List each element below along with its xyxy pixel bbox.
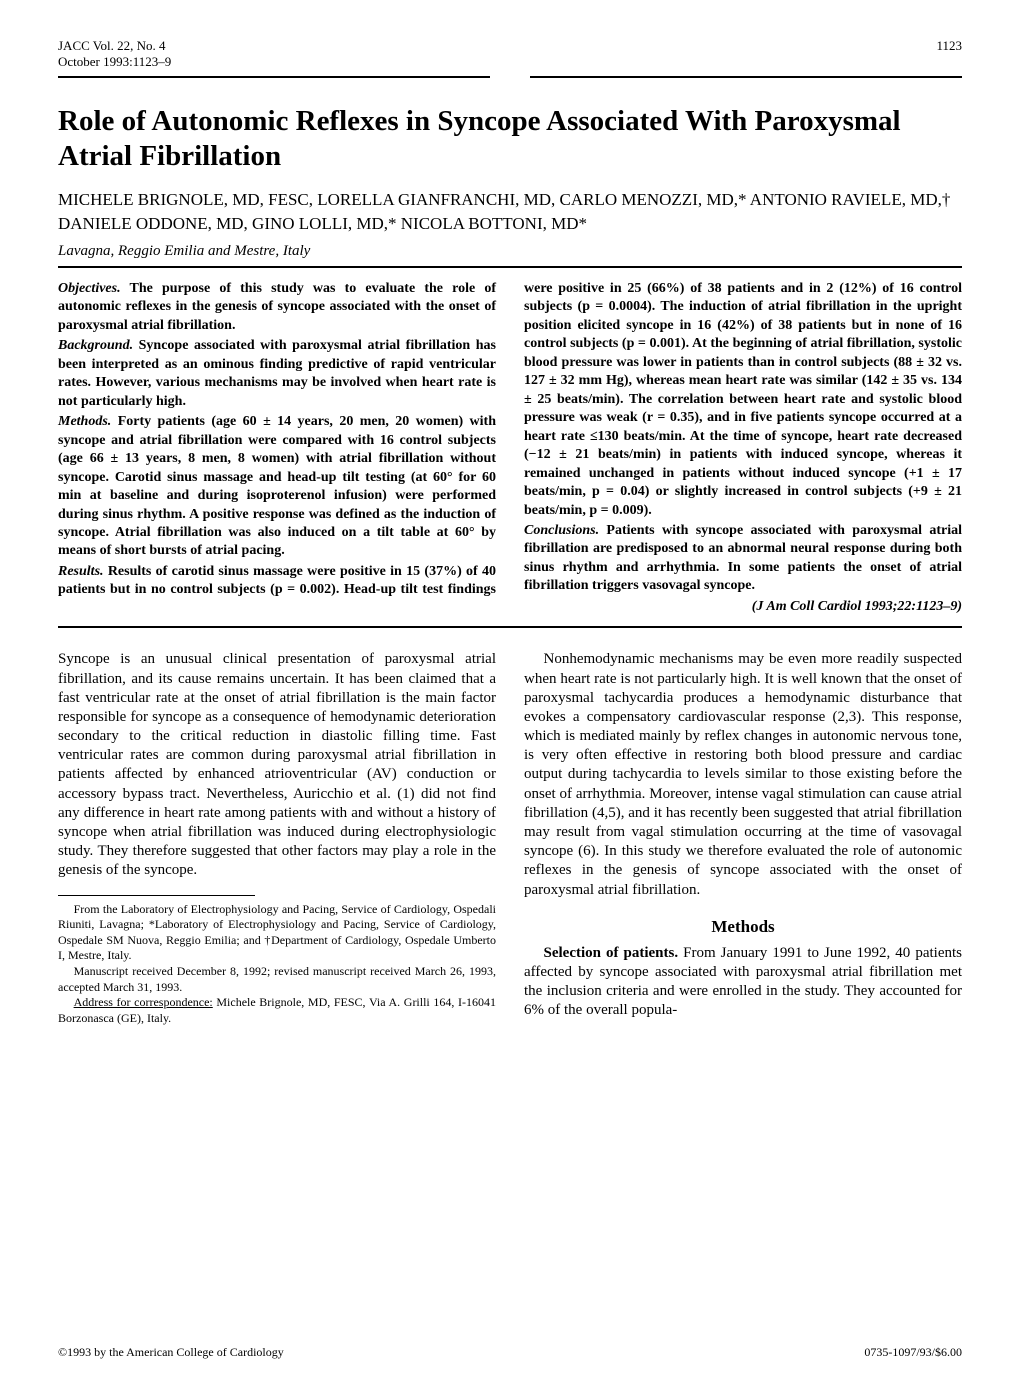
methods-heading: Methods bbox=[524, 916, 962, 938]
journal-vol: JACC Vol. 22, No. 4 bbox=[58, 38, 171, 54]
affiliation: Lavagna, Reggio Emilia and Mestre, Italy bbox=[58, 243, 962, 260]
abstract-conclusions: Conclusions. Patients with syncope assoc… bbox=[524, 522, 962, 596]
background-label: Background. bbox=[58, 338, 133, 353]
running-header: JACC Vol. 22, No. 4 October 1993:1123–9 … bbox=[58, 38, 962, 70]
footnote-dates: Manuscript received December 8, 1992; re… bbox=[58, 964, 496, 995]
objectives-text: The purpose of this study was to evaluat… bbox=[58, 281, 496, 333]
methods-para: Selection of patients. From January 1991… bbox=[524, 944, 962, 1021]
abstract-methods: Methods. Forty patients (age 60 ± 14 yea… bbox=[58, 413, 496, 561]
article-title: Role of Autonomic Reflexes in Syncope As… bbox=[58, 104, 962, 174]
abstract-background: Background. Syncope associated with paro… bbox=[58, 337, 496, 411]
results-label: Results. bbox=[58, 564, 104, 579]
abstract-box: Objectives. The purpose of this study wa… bbox=[58, 266, 962, 628]
abstract-citation: (J Am Coll Cardiol 1993;22:1123–9) bbox=[524, 598, 962, 616]
objectives-label: Objectives. bbox=[58, 281, 121, 296]
journal-date: October 1993:1123–9 bbox=[58, 54, 171, 70]
title-rule bbox=[58, 76, 962, 78]
methods-text: Forty patients (age 60 ± 14 years, 20 me… bbox=[58, 414, 496, 558]
author-list: MICHELE BRIGNOLE, MD, FESC, LORELLA GIAN… bbox=[58, 188, 962, 237]
header-left: JACC Vol. 22, No. 4 October 1993:1123–9 bbox=[58, 38, 171, 70]
footnote-address: Address for correspondence: Michele Brig… bbox=[58, 995, 496, 1026]
abstract-objectives: Objectives. The purpose of this study wa… bbox=[58, 280, 496, 335]
methods-runin: Selection of patients. bbox=[544, 945, 679, 961]
intro-para-1: Syncope is an unusual clinical presentat… bbox=[58, 650, 496, 880]
issn-price: 0735-1097/93/$6.00 bbox=[864, 1345, 962, 1360]
page-footer: ©1993 by the American College of Cardiol… bbox=[58, 1345, 962, 1360]
conclusions-label: Conclusions. bbox=[524, 523, 599, 538]
footnote-affil: From the Laboratory of Electrophysiology… bbox=[58, 902, 496, 964]
intro-para-2: Nonhemodynamic mechanisms may be even mo… bbox=[524, 650, 962, 899]
body-columns: Syncope is an unusual clinical presentat… bbox=[58, 650, 962, 1026]
page-number: 1123 bbox=[936, 38, 962, 70]
methods-label: Methods. bbox=[58, 414, 111, 429]
copyright: ©1993 by the American College of Cardiol… bbox=[58, 1345, 284, 1360]
footnote-rule bbox=[58, 895, 255, 896]
address-label: Address for correspondence: bbox=[74, 995, 213, 1009]
